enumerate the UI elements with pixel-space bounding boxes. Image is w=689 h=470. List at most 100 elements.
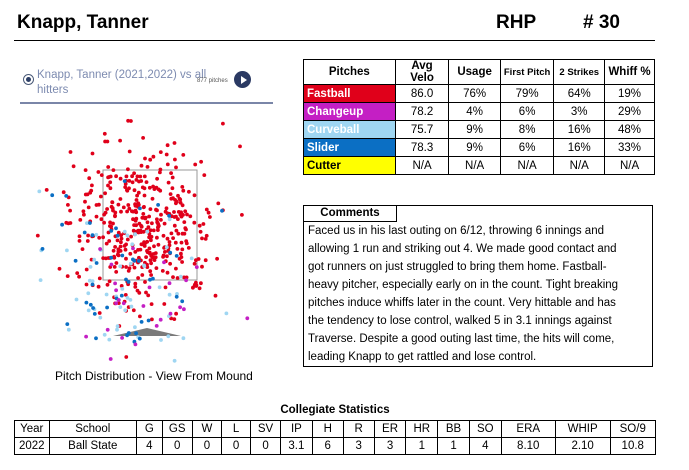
play-icon[interactable] [234, 71, 251, 88]
curveball-pitch-dot [167, 292, 172, 297]
fastball-pitch-dot [192, 193, 197, 198]
curveball-pitch-dot [123, 308, 128, 313]
fastball-pitch-dot [167, 243, 172, 248]
fastball-pitch-dot [114, 174, 118, 179]
fastball-pitch-dot [126, 167, 130, 172]
fastball-pitch-dot [182, 275, 186, 280]
curveball-pitch-dot [129, 304, 134, 309]
fastball-pitch-dot [155, 208, 159, 213]
stats-table: Year School G GS W L SV IP H R ER HR BB SO ERA WHIP SO/9… [14, 420, 656, 455]
fastball-pitch-dot [162, 221, 167, 226]
fastball-pitch-dot [200, 236, 204, 241]
fastball-pitch-dot [177, 256, 182, 261]
pitch-value-cell: 16% [553, 120, 606, 139]
slider-pitch-dot [90, 233, 95, 238]
data-filter[interactable]: Knapp, Tanner (2021,2022) vs all hitters… [20, 66, 275, 104]
fastball-pitch-dot [216, 201, 221, 206]
fastball-pitch-dot [125, 209, 129, 214]
stats-header: SV [250, 420, 281, 438]
fastball-pitch-dot [75, 271, 80, 275]
fastball-pitch-dot [101, 235, 105, 240]
slider-pitch-dot [148, 277, 152, 282]
stats-header: WHIP [554, 420, 611, 438]
fastball-pitch-dot [167, 240, 172, 244]
stats-cell: 4 [468, 437, 502, 455]
slider-pitch-dot [126, 331, 131, 335]
changeup-pitch-dot [167, 281, 172, 286]
fastball-pitch-dot [159, 218, 163, 222]
changeup-pitch-dot [116, 298, 121, 302]
fastball-pitch-dot [197, 286, 202, 291]
filter-label: Knapp, Tanner (2021,2022) vs all hitters [37, 69, 207, 96]
pitch-value-cell: 75.7 [394, 120, 450, 139]
slider-pitch-dot [65, 322, 70, 326]
fastball-pitch-dot [107, 279, 112, 284]
stats-cell: 1 [437, 437, 470, 455]
fastball-pitch-dot [96, 170, 101, 174]
fastball-pitch-dot [150, 317, 154, 322]
stats-cell: 0 [250, 437, 281, 455]
fastball-pitch-dot [77, 239, 82, 243]
fastball-pitch-dot [65, 274, 70, 278]
fastball-pitch-dot [152, 244, 156, 249]
curveball-pitch-dot [118, 264, 123, 269]
radio-icon[interactable] [23, 74, 34, 85]
stats-header: W [191, 420, 223, 438]
fastball-pitch-dot [87, 176, 92, 181]
fastball-pitch-dot [145, 165, 150, 169]
slider-pitch-dot [124, 277, 128, 282]
fastball-pitch-dot [118, 249, 123, 253]
fastball-pitch-dot [199, 159, 204, 164]
fastball-pitch-dot [143, 280, 147, 284]
fastball-pitch-dot [134, 216, 139, 221]
pitch-row: Fastball 86.0 76% 79% 64% 19% [303, 84, 655, 103]
changeup-pitch-dot [113, 281, 117, 286]
pitch-row: Cutter N/A N/A N/A N/A N/A [303, 156, 655, 175]
fastball-pitch-dot [123, 185, 128, 189]
fastball-pitch-dot [134, 198, 139, 202]
fastball-pitch-dot [158, 170, 162, 175]
stats-cell: 2.10 [554, 437, 611, 455]
fastball-pitch-dot [201, 222, 206, 226]
comment-line: got runners on just struggled to bring t… [308, 261, 607, 273]
changeup-pitch-dot [108, 357, 113, 361]
fastball-pitch-dot [105, 207, 109, 211]
stats-header: R [342, 420, 375, 438]
stats-cell: 1 [405, 437, 439, 455]
slider-pitch-dot [119, 293, 124, 298]
fastball-pitch-dot [127, 179, 132, 183]
fastball-pitch-dot [159, 212, 163, 217]
changeup-pitch-dot [84, 334, 88, 339]
slider-pitch-dot [88, 221, 92, 225]
fastball-pitch-dot [68, 208, 72, 213]
stats-cell: 2022 [14, 437, 50, 455]
fastball-pitch-dot [158, 188, 163, 193]
pitch-distribution-plot [35, 118, 250, 363]
stats-header: H [311, 420, 344, 438]
fastball-pitch-dot [99, 217, 104, 222]
comments-box: Comments Faced us in his last outing on … [303, 205, 653, 367]
fastball-pitch-dot [80, 247, 85, 252]
fastball-pitch-dot [122, 244, 127, 248]
fastball-pitch-dot [192, 220, 197, 225]
slider-pitch-dot [174, 254, 179, 258]
pitch-row: Changeup 78.2 4% 6% 3% 29% [303, 102, 655, 121]
fastball-pitch-dot [124, 355, 129, 359]
fastball-pitch-dot [176, 231, 181, 236]
slider-pitch-dot [132, 258, 137, 263]
fastball-pitch-dot [173, 157, 177, 162]
fastball-pitch-dot [204, 233, 209, 238]
fastball-pitch-dot [113, 214, 117, 219]
stats-header: BB [437, 420, 470, 438]
fastball-pitch-dot [147, 185, 152, 190]
fastball-pitch-dot [188, 214, 193, 219]
stats-cell: 6 [311, 437, 344, 455]
fastball-pitch-dot [104, 256, 108, 261]
fastball-pitch-dot [35, 233, 40, 238]
fastball-pitch-dot [118, 176, 123, 181]
fastball-pitch-dot [145, 239, 150, 244]
stats-cell: 3.1 [280, 437, 313, 455]
stats-header: L [221, 420, 252, 438]
fastball-pitch-dot [152, 258, 157, 262]
pitch-type-cell: Fastball [303, 84, 396, 103]
